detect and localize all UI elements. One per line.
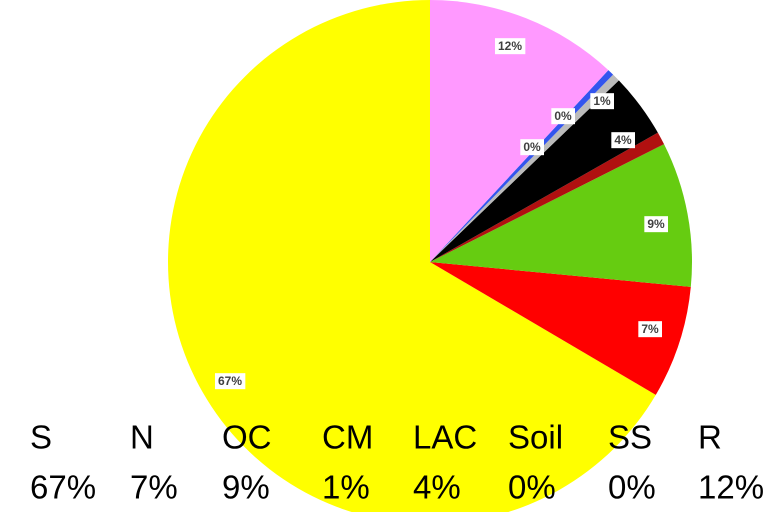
pie-slice: [430, 144, 692, 287]
table-value: 1%: [322, 469, 370, 506]
table-category: Soil: [508, 419, 563, 456]
table-value: 7%: [130, 469, 178, 506]
pie-slice: [430, 132, 665, 262]
table-value: 67%: [30, 469, 96, 506]
pie-slice: [168, 0, 656, 512]
slice-label-box: [590, 93, 615, 110]
slice-label: 67%: [218, 374, 242, 388]
table-value: 0%: [508, 469, 556, 506]
table-category: LAC: [413, 419, 477, 456]
table-value: 9%: [222, 469, 270, 506]
table-category: CM: [322, 419, 373, 456]
pie-slice: [430, 80, 658, 262]
slice-label-box: [638, 321, 663, 338]
slice-label: 7%: [641, 322, 659, 336]
table-value: 4%: [413, 469, 461, 506]
slice-label: 4%: [614, 133, 632, 147]
slice-label-box: [494, 38, 526, 55]
slice-label: 12%: [498, 39, 522, 53]
table-category: SS: [608, 419, 652, 456]
table-category: OC: [222, 419, 272, 456]
slice-label-box: [214, 373, 246, 390]
slice-label: 0%: [523, 140, 541, 154]
slice-label-box: [611, 132, 636, 149]
table-category: R: [698, 419, 722, 456]
table-value: 12%: [698, 469, 764, 506]
slice-label: 9%: [647, 217, 665, 231]
pie-slice: [430, 262, 691, 395]
slice-label: 0%: [554, 109, 572, 123]
table-category: S: [30, 419, 52, 456]
pie-slice: [430, 0, 609, 262]
table-value: 0%: [608, 469, 656, 506]
table-category: N: [130, 419, 154, 456]
slice-label-box: [644, 216, 669, 233]
slice-label: 1%: [593, 94, 611, 108]
slice-label-box: [520, 139, 545, 156]
slice-label-box: [551, 108, 576, 125]
